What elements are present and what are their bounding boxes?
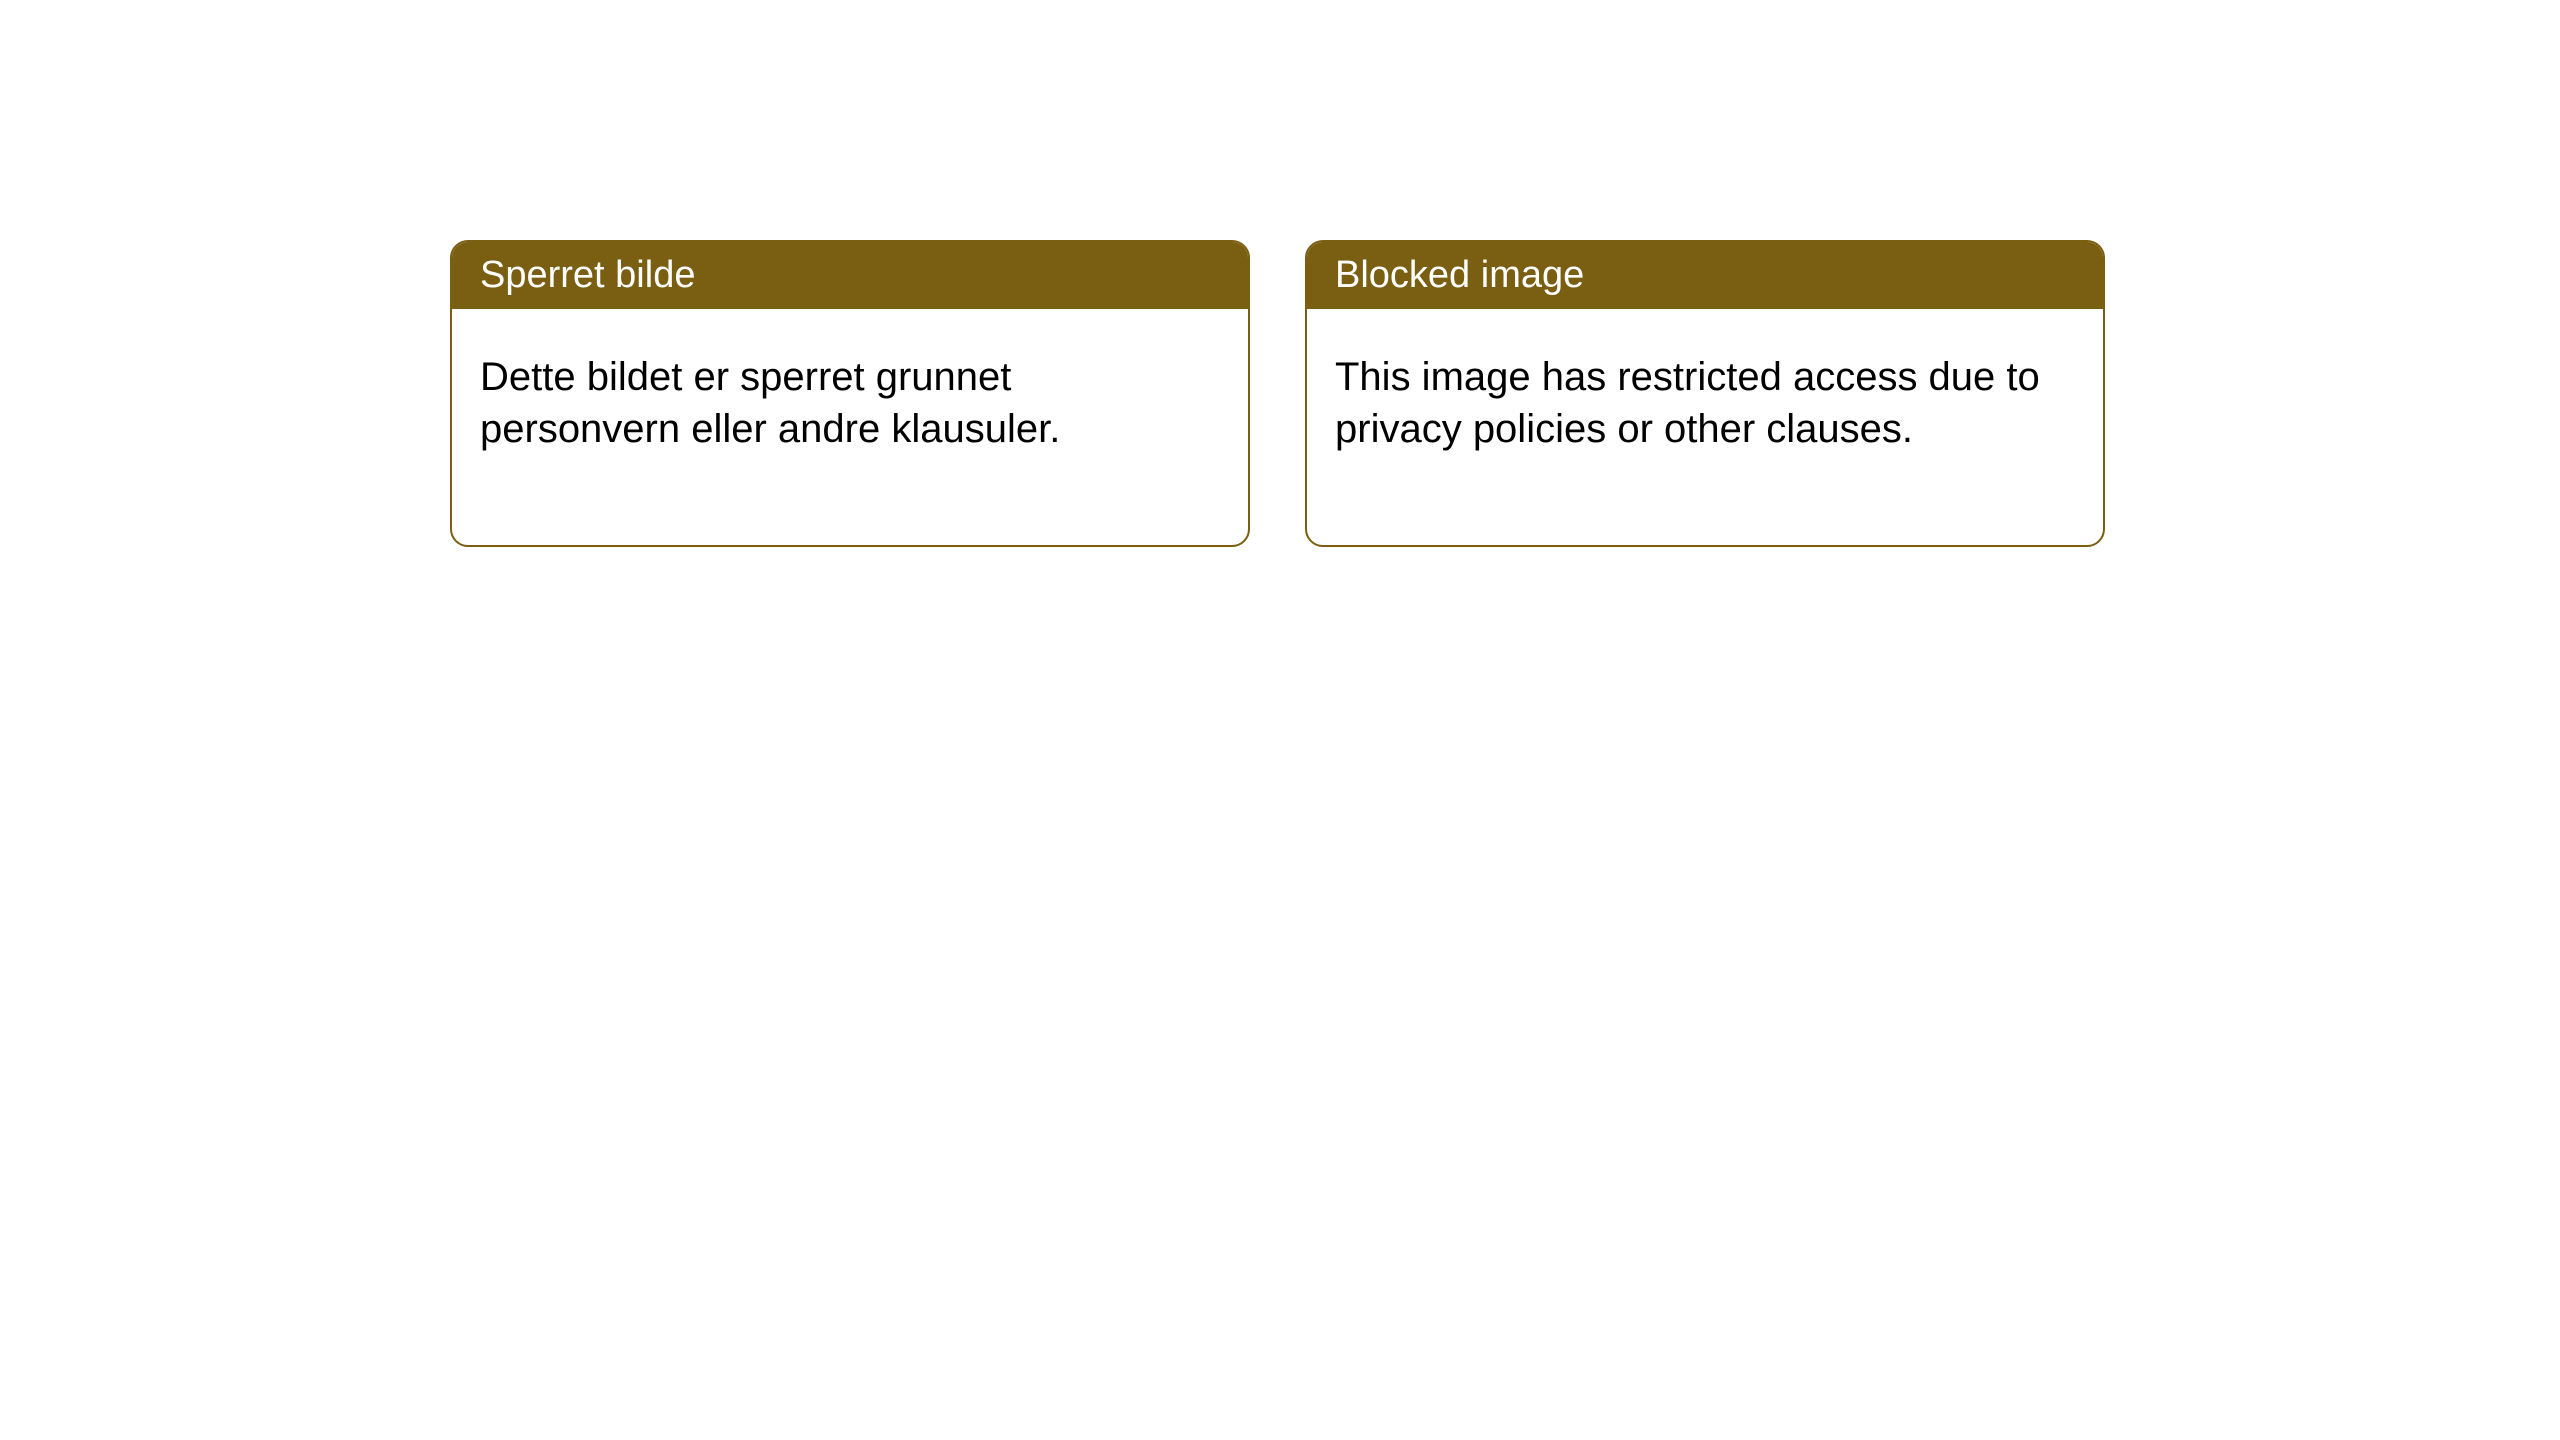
notice-container: Sperret bilde Dette bildet er sperret gr… xyxy=(450,240,2105,547)
notice-header-english: Blocked image xyxy=(1307,242,2103,309)
notice-title: Blocked image xyxy=(1335,254,1584,296)
notice-title: Sperret bilde xyxy=(480,254,695,296)
notice-body-english: This image has restricted access due to … xyxy=(1307,309,2103,545)
notice-text: Dette bildet er sperret grunnet personve… xyxy=(480,355,1060,451)
notice-header-norwegian: Sperret bilde xyxy=(452,242,1248,309)
notice-card-norwegian: Sperret bilde Dette bildet er sperret gr… xyxy=(450,240,1250,547)
notice-body-norwegian: Dette bildet er sperret grunnet personve… xyxy=(452,309,1248,545)
notice-text: This image has restricted access due to … xyxy=(1335,355,2040,451)
notice-card-english: Blocked image This image has restricted … xyxy=(1305,240,2105,547)
